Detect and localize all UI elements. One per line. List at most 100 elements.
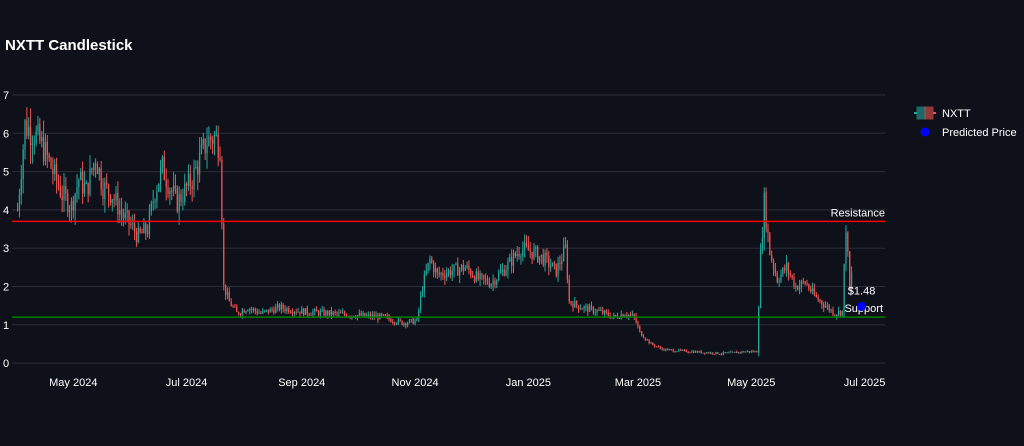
- candle-body: [834, 314, 836, 316]
- candle-body: [72, 200, 74, 211]
- candle-body: [395, 323, 398, 325]
- candle-body: [551, 262, 554, 267]
- candle-body: [217, 134, 219, 158]
- candle-body: [200, 144, 203, 153]
- candle-body: [245, 311, 247, 313]
- candle-body: [724, 352, 726, 354]
- candle-body: [328, 310, 331, 316]
- candle-body: [667, 349, 669, 351]
- candle-body: [735, 351, 738, 353]
- candle-body: [176, 188, 178, 212]
- candle-body: [484, 278, 487, 280]
- candle-body: [93, 163, 95, 171]
- candle-body: [524, 242, 526, 250]
- candle-body: [570, 301, 572, 304]
- candle-body: [390, 319, 392, 322]
- candle-body: [24, 120, 26, 150]
- candle-body: [57, 180, 60, 187]
- candle-body: [520, 255, 522, 257]
- candle-body: [654, 344, 656, 347]
- candle-body: [83, 183, 86, 194]
- candle-body: [232, 306, 234, 308]
- candle-body: [403, 323, 405, 325]
- candle-body: [711, 352, 713, 354]
- legend[interactable]: NXTT Predicted Price: [914, 106, 1017, 139]
- y-tick-label: 1: [3, 320, 9, 332]
- candle-body: [451, 271, 453, 276]
- candle-body: [494, 280, 496, 285]
- candle-body: [237, 312, 240, 315]
- candle-body: [317, 311, 320, 316]
- candle-body: [137, 228, 139, 242]
- candle-body: [321, 309, 323, 311]
- candle-body: [65, 185, 67, 194]
- candle-body: [366, 315, 368, 317]
- candle-body: [462, 264, 465, 271]
- candle-body: [392, 321, 394, 323]
- candle-body: [719, 353, 721, 355]
- candle-body: [438, 272, 440, 275]
- candle-body: [839, 310, 842, 316]
- candle-body: [806, 283, 808, 285]
- y-tick-label: 2: [3, 281, 9, 293]
- candle-body: [442, 273, 444, 276]
- candle-body: [156, 191, 158, 201]
- candle-body: [380, 313, 383, 316]
- candle-body: [249, 309, 251, 311]
- candle-body: [78, 180, 80, 188]
- candle-body: [436, 268, 439, 273]
- candle-body: [488, 283, 491, 287]
- candle-body: [189, 173, 191, 187]
- candle-body: [197, 166, 199, 175]
- candle-body: [823, 304, 825, 308]
- candle-body: [845, 232, 847, 265]
- predicted-price-marker: [857, 301, 867, 311]
- candle-body: [579, 308, 582, 310]
- candle-body: [447, 270, 450, 274]
- candle-body: [364, 313, 366, 316]
- candle-body: [483, 275, 485, 279]
- candle-body: [340, 312, 342, 314]
- candle-body: [100, 168, 102, 190]
- candle-body: [397, 319, 399, 324]
- candle-body: [174, 185, 177, 189]
- candle-body: [210, 136, 212, 141]
- legend-item-nxtt[interactable]: NXTT: [914, 106, 971, 120]
- candle-body: [187, 173, 190, 186]
- candle-body: [650, 342, 652, 344]
- candle-body: [80, 172, 82, 181]
- x-tick-label: Jul 2024: [166, 377, 208, 389]
- candle-body: [808, 284, 810, 290]
- candle-body: [540, 254, 543, 257]
- candle-body: [817, 297, 819, 301]
- candle-body: [525, 242, 528, 246]
- candle-body: [598, 310, 600, 312]
- candle-body: [262, 310, 264, 314]
- y-tick-label: 3: [3, 243, 9, 255]
- candle-body: [215, 134, 217, 136]
- legend-item-predicted-price[interactable]: Predicted Price: [920, 127, 1017, 139]
- candle-body: [550, 266, 552, 268]
- candle-body: [191, 186, 193, 189]
- candle-body: [323, 309, 325, 316]
- candle-body: [772, 260, 775, 269]
- candle-body: [538, 256, 541, 262]
- candle-body: [386, 315, 388, 317]
- candle-body: [726, 352, 728, 354]
- candle-body: [644, 337, 647, 340]
- candle-body: [583, 306, 585, 310]
- candle-body: [139, 228, 141, 233]
- candle-body: [529, 250, 531, 253]
- candle-body: [798, 285, 801, 290]
- candle-body: [659, 346, 661, 349]
- candle-body: [41, 137, 43, 142]
- candles: [16, 107, 853, 357]
- candle-body: [544, 252, 546, 266]
- candle-body: [195, 166, 197, 169]
- candle-body: [514, 252, 517, 256]
- candle-body: [111, 199, 113, 203]
- candle-body: [668, 349, 671, 351]
- candle-body: [501, 269, 504, 272]
- prediction: $1.48: [848, 285, 875, 311]
- candle-body: [492, 280, 494, 285]
